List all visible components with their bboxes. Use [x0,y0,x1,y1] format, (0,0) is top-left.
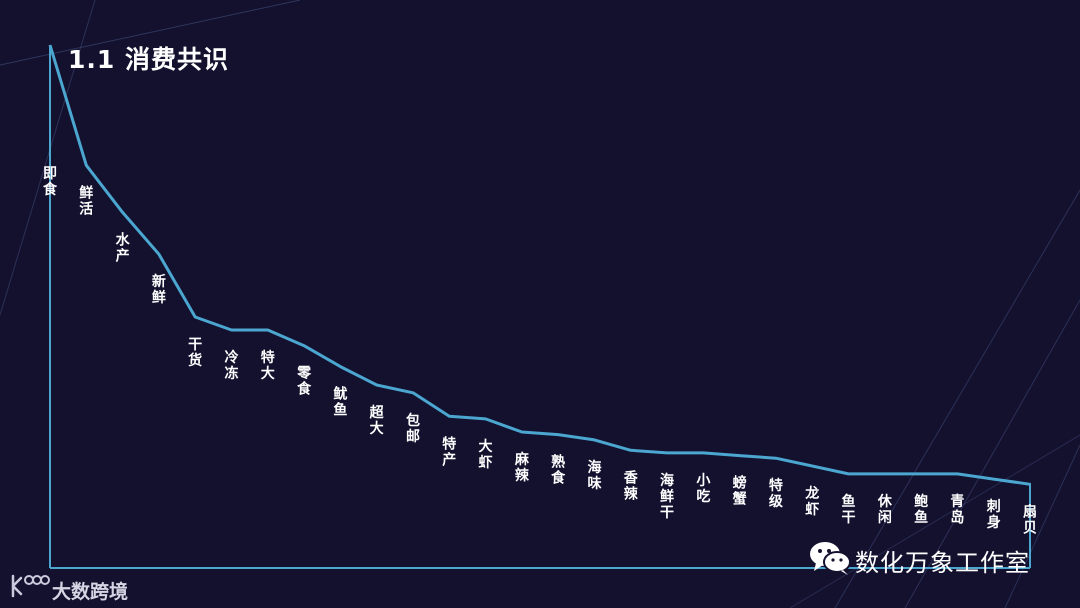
category-label: 特级 [769,477,784,510]
category-label: 休闲 [877,493,893,526]
category-label: 龙虾 [804,485,819,518]
category-label: 特大 [261,349,275,382]
category-label: 水产 [116,231,131,264]
category-label: 青岛 [950,493,964,526]
page-title: 1.1 消费共识 [68,45,229,74]
category-label: 刺身 [987,499,1001,531]
category-label: 新鲜 [152,273,166,306]
category-label: 熟食 [551,454,566,487]
category-label: 鲜活 [79,184,93,217]
category-label: 螃蟹 [732,475,747,508]
category-label: 海味 [587,459,601,492]
kfoo-logo [11,574,50,598]
category-label: 即食 [43,166,58,198]
category-label: 超大 [369,404,385,437]
category-label: 鲍鱼 [914,493,928,526]
category-label: 特产 [442,435,456,468]
category-label: 扇贝 [1023,503,1037,536]
watermark-account: 数化万象工作室 [855,549,1030,577]
category-label: 香辣 [623,469,639,502]
category-label: 鱿鱼 [333,386,347,419]
category-label: 干货 [187,337,202,369]
series-line [48,44,1031,486]
category-label: 小吃 [696,473,710,505]
category-label: 鱼干 [842,493,856,526]
brand-name: 大数跨境 [52,581,129,603]
wechat-icon [810,542,851,575]
category-label: 冷冻 [224,349,238,382]
category-label: 包邮 [406,412,420,445]
category-label: 零食 [296,365,312,398]
category-label: 海鲜干 [660,472,674,521]
category-label: 大虾 [479,438,493,471]
category-label: 麻辣 [514,451,530,484]
